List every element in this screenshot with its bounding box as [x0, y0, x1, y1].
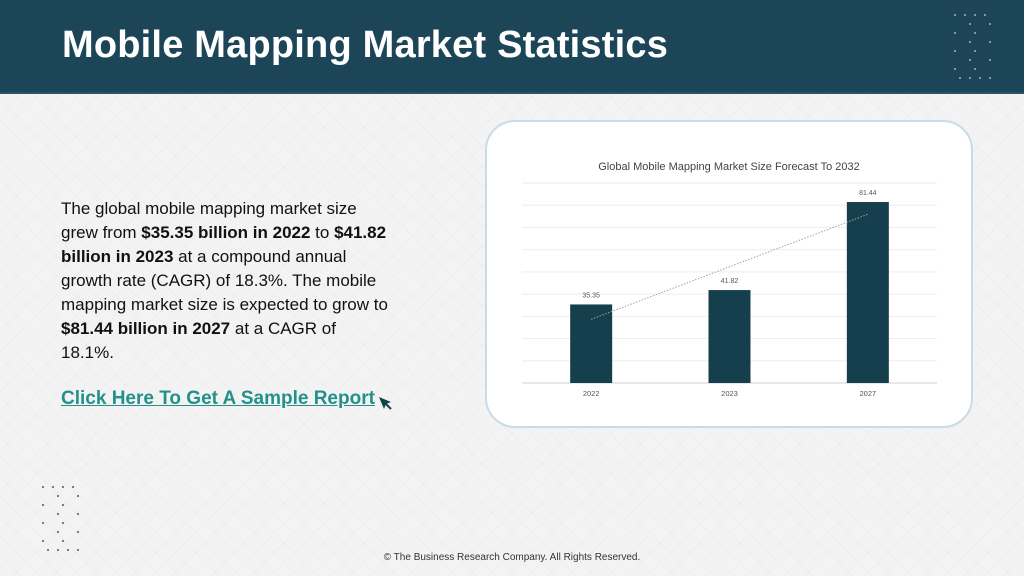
dot: [969, 77, 971, 79]
desc-highlight-2023: $41.82 billion in 2023: [61, 223, 387, 266]
sample-report-link[interactable]: Click Here To Get A Sample Report: [61, 388, 375, 409]
dot: [62, 504, 64, 506]
dot: [42, 540, 44, 542]
trendline: [590, 213, 869, 320]
dot: [969, 23, 971, 25]
dot: [964, 14, 966, 16]
dot: [969, 59, 971, 61]
dot: [989, 59, 991, 61]
x-tick-label: 2027: [859, 389, 876, 398]
dot: [954, 32, 956, 34]
dot: [77, 549, 79, 551]
data-label: 81.44: [859, 190, 877, 197]
dot: [974, 68, 976, 70]
desc-text: The global mobile mapping market size gr…: [61, 199, 357, 242]
desc-text: at a compound annual growth rate (CAGR) …: [61, 247, 388, 314]
dot: [57, 549, 59, 551]
dot-pattern-icon: [40, 484, 84, 554]
data-label: 35.35: [582, 292, 600, 299]
dot: [62, 522, 64, 524]
page-title: Mobile Mapping Market Statistics: [62, 24, 669, 66]
dot: [77, 513, 79, 515]
dot: [67, 549, 69, 551]
dot: [77, 495, 79, 497]
dot: [959, 77, 961, 79]
dot: [984, 14, 986, 16]
dot: [989, 23, 991, 25]
dot: [62, 486, 64, 488]
dot: [954, 68, 956, 70]
bar-2022: [570, 304, 613, 383]
dot: [974, 14, 976, 16]
dot: [42, 504, 44, 506]
bar-2027: [846, 202, 889, 383]
dot: [969, 41, 971, 43]
chart-card: Global Mobile Mapping Market Size Foreca…: [485, 120, 973, 428]
dot: [57, 495, 59, 497]
desc-text: at a CAGR of 18.1%.: [61, 319, 336, 362]
bar-chart: Global Mobile Mapping Market Size Foreca…: [522, 161, 937, 398]
dot: [72, 486, 74, 488]
dot: [974, 32, 976, 34]
market-description: The global mobile mapping market size gr…: [61, 197, 391, 365]
cursor-arrow-icon: [378, 396, 394, 417]
dot: [989, 77, 991, 79]
dot: [47, 549, 49, 551]
desc-highlight-2022: $35.35 billion in 2022: [141, 223, 311, 242]
dot: [52, 486, 54, 488]
dot: [979, 77, 981, 79]
desc-highlight-2027: $81.44 billion in 2027: [61, 319, 231, 338]
dot-pattern-icon: [952, 12, 996, 82]
dot: [974, 50, 976, 52]
dot: [954, 50, 956, 52]
data-label: 41.82: [721, 278, 739, 285]
dot: [57, 531, 59, 533]
dot: [954, 14, 956, 16]
x-tick-label: 2023: [721, 389, 738, 398]
dot: [42, 486, 44, 488]
dot: [57, 513, 59, 515]
desc-text: to: [310, 223, 335, 242]
dot: [42, 522, 44, 524]
dot: [989, 41, 991, 43]
dot: [62, 540, 64, 542]
header-bar: Mobile Mapping Market Statistics: [0, 0, 1024, 94]
dot: [77, 531, 79, 533]
chart-title: Global Mobile Mapping Market Size Foreca…: [598, 161, 860, 173]
x-tick-label: 2022: [583, 389, 600, 398]
footer-copyright: © The Business Research Company. All Rig…: [383, 552, 641, 563]
bar-2023: [708, 290, 751, 383]
